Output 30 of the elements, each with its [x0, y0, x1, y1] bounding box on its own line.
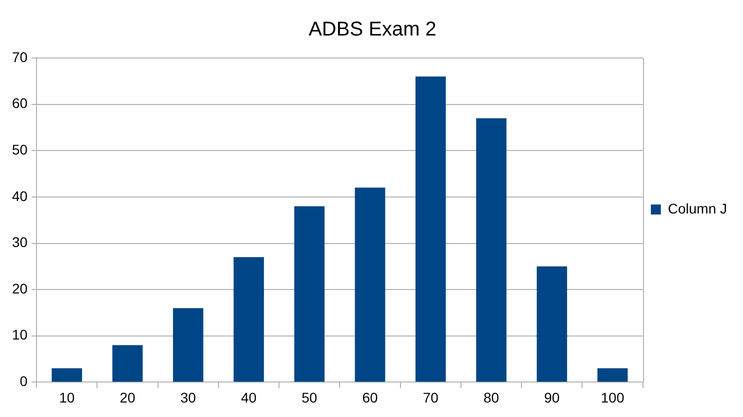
legend-label: Column J [668, 200, 728, 216]
y-tick-label: 10 [12, 326, 28, 343]
x-tick-label: 90 [544, 389, 560, 406]
x-tick-label: 60 [362, 389, 378, 406]
bar [234, 257, 264, 382]
x-tick-label: 100 [600, 389, 624, 406]
x-tick-label: 10 [59, 389, 75, 406]
chart-title: ADBS Exam 2 [308, 18, 436, 41]
bar [112, 345, 143, 382]
y-tick-label: 30 [12, 234, 28, 250]
y-tick-label: 20 [12, 280, 28, 296]
y-tick-label: 0 [20, 373, 28, 390]
y-tick-label: 60 [12, 95, 28, 112]
x-tick-label: 80 [484, 389, 500, 406]
y-tick-label: 50 [12, 141, 28, 158]
bar [536, 266, 568, 382]
bar [294, 206, 325, 382]
y-tick-label: 70 [12, 48, 28, 65]
y-tick-label: 40 [12, 188, 28, 204]
x-tick-label: 70 [422, 389, 439, 406]
bar [52, 368, 82, 382]
bar [172, 308, 204, 382]
bar [476, 118, 506, 382]
bar [597, 368, 628, 382]
bar [354, 188, 386, 382]
x-tick-label: 30 [180, 389, 196, 406]
bar [416, 76, 446, 382]
x-tick-label: 50 [302, 389, 318, 406]
x-tick-label: 40 [240, 389, 257, 406]
x-tick-label: 20 [120, 389, 136, 406]
